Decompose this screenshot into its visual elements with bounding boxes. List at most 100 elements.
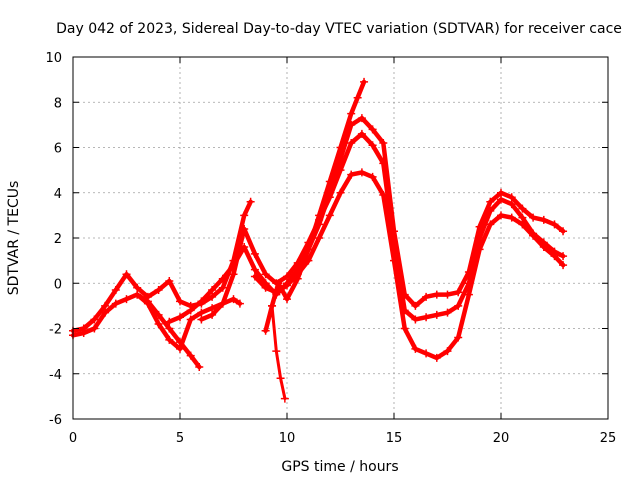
- data-point-marker: [497, 188, 505, 197]
- data-point-marker: [353, 93, 362, 102]
- data-point-marker: [432, 290, 441, 299]
- data-point-marker: [293, 274, 302, 283]
- data-point-marker: [268, 301, 277, 310]
- data-point-marker: [325, 211, 334, 220]
- data-point-marker: [486, 197, 495, 206]
- data-point-marker: [486, 206, 495, 215]
- data-point-marker: [154, 286, 163, 295]
- data-point-marker: [325, 177, 334, 186]
- data-point-marker: [186, 306, 195, 315]
- data-point-marker: [133, 290, 142, 299]
- data-point-marker: [475, 245, 484, 254]
- data-point-marker: [208, 304, 217, 313]
- x-tick-label: 25: [600, 431, 617, 446]
- data-point-marker: [550, 252, 559, 261]
- data-point-marker: [280, 394, 289, 403]
- data-point-marker: [229, 270, 238, 279]
- data-point-marker: [336, 143, 345, 152]
- data-point-marker: [400, 324, 409, 333]
- data-point-marker: [443, 347, 452, 356]
- data-point-marker: [261, 326, 270, 335]
- data-point-marker: [315, 211, 324, 220]
- data-point-marker: [122, 295, 131, 304]
- data-point-marker: [90, 324, 99, 333]
- y-tick-label: 6: [54, 142, 62, 157]
- data-point-marker: [250, 265, 259, 274]
- data-point-marker: [379, 138, 388, 147]
- data-point-marker: [246, 197, 255, 206]
- data-point-marker: [454, 301, 463, 310]
- data-point-marker: [454, 333, 463, 342]
- y-tick-label: 10: [45, 51, 62, 66]
- data-point-marker: [357, 129, 366, 138]
- data-point-marker: [559, 252, 568, 261]
- data-point-marker: [539, 215, 548, 224]
- data-point-marker: [208, 310, 217, 319]
- data-point-marker: [240, 224, 249, 233]
- data-point-marker: [304, 245, 313, 254]
- data-point-marker: [357, 114, 366, 123]
- series-6: [252, 170, 566, 361]
- data-point-marker: [195, 362, 204, 371]
- data-point-marker: [176, 344, 184, 353]
- data-point-marker: [186, 315, 195, 324]
- tick-labels: 0 5 10 15 20 25 -6 -4 -2 0 2 4 6 8 10: [45, 51, 616, 446]
- data-point-marker: [368, 141, 377, 150]
- data-point-marker: [432, 353, 441, 362]
- data-point-marker: [454, 288, 463, 297]
- data-point-marker: [559, 261, 568, 270]
- data-point-marker: [507, 193, 516, 202]
- data-point-marker: [379, 191, 388, 200]
- data-point-marker: [208, 286, 217, 295]
- data-point-marker: [422, 313, 431, 322]
- data-point-marker: [101, 301, 110, 310]
- data-point-marker: [261, 283, 270, 292]
- x-tick-label: 15: [386, 431, 403, 446]
- data-point-marker: [464, 290, 473, 299]
- data-point-marker: [165, 276, 174, 285]
- data-point-marker: [235, 299, 244, 308]
- data-point-marker: [518, 204, 527, 213]
- data-point-marker: [550, 220, 559, 229]
- series-spike: [270, 304, 287, 401]
- data-point-marker: [529, 231, 538, 240]
- data-point-marker: [186, 351, 195, 360]
- data-point-marker: [347, 138, 356, 147]
- series-1: [70, 199, 253, 334]
- data-point-marker: [197, 308, 206, 317]
- data-point-marker: [250, 249, 259, 258]
- series-7: [263, 79, 367, 334]
- y-tick-label: -6: [49, 413, 62, 428]
- y-tick-label: -2: [49, 323, 62, 338]
- data-point-marker: [122, 270, 131, 279]
- y-tick-label: 4: [54, 187, 62, 202]
- data-point-marker: [79, 329, 88, 338]
- data-point-marker: [443, 308, 452, 317]
- data-point-marker: [274, 279, 283, 288]
- x-tick-label: 5: [176, 431, 184, 446]
- data-point-marker: [443, 290, 452, 299]
- series-2: [70, 292, 202, 370]
- data-point-marker: [347, 109, 356, 118]
- data-point-marker: [208, 292, 217, 301]
- data-point-marker: [283, 295, 291, 304]
- y-tick-label: 2: [54, 232, 62, 247]
- data-point-marker: [368, 125, 377, 134]
- data-point-marker: [507, 213, 516, 222]
- data-point-marker: [283, 281, 291, 290]
- data-point-marker: [165, 324, 174, 333]
- data-point-marker: [559, 227, 568, 236]
- data-point-marker: [539, 243, 548, 252]
- chart-title: Day 042 of 2023, Sidereal Day-to-day VTE…: [56, 21, 622, 37]
- data-point-marker: [357, 168, 366, 177]
- data-point-marker: [486, 220, 495, 229]
- data-point-marker: [250, 272, 259, 281]
- x-axis-label: GPS time / hours: [281, 459, 398, 475]
- x-tick-label: 20: [493, 431, 510, 446]
- data-point-marker: [111, 286, 120, 295]
- data-point-marker: [218, 299, 227, 308]
- y-tick-label: -4: [49, 368, 62, 383]
- data-point-marker: [101, 308, 110, 317]
- data-point-marker: [315, 234, 324, 242]
- data-point-marker: [218, 274, 227, 283]
